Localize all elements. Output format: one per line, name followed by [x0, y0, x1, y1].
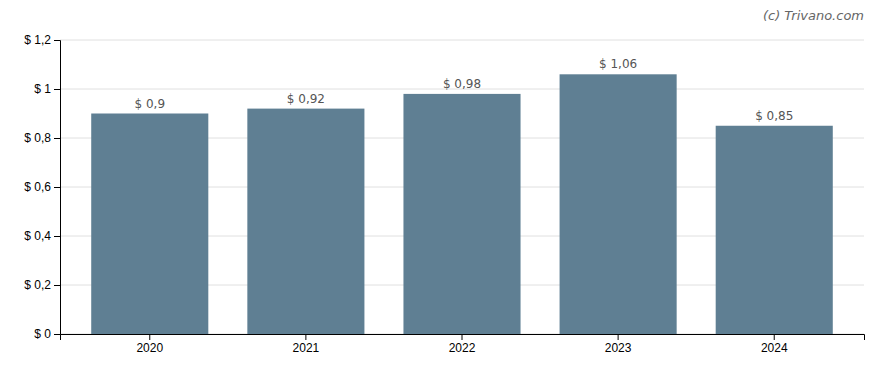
x-tick-mark	[149, 334, 150, 340]
data-label: $ 0,9	[134, 97, 165, 111]
y-tick-mark	[54, 334, 60, 335]
x-tick-label: 2022	[449, 341, 476, 355]
y-tick: $ 1,2	[24, 33, 60, 47]
y-tick-label: $ 0	[34, 327, 51, 341]
y-tick-mark	[54, 187, 60, 188]
x-tick-mark	[305, 334, 306, 340]
bar	[247, 109, 364, 334]
y-tick-label: $ 1	[34, 82, 51, 96]
x-tick: 2024	[761, 334, 788, 355]
data-label: $ 0,85	[755, 109, 793, 123]
y-tick-label: $ 0,2	[24, 278, 51, 292]
y-tick: $ 0,6	[24, 180, 60, 194]
annotation: (c) Trivano.com	[763, 8, 864, 23]
data-label: $ 1,06	[599, 57, 637, 71]
data-label: $ 0,98	[443, 77, 481, 91]
x-tick-mark	[618, 334, 619, 340]
y-tick: $ 0,2	[24, 278, 60, 292]
y-tick-label: $ 0,8	[24, 131, 51, 145]
plot: $ 0,9$ 0,92$ 0,98$ 1,06$ 0,85$ 0$ 0,2$ 0…	[24, 33, 864, 354]
x-tick: 2020	[136, 334, 163, 355]
x-axis-line	[61, 335, 865, 341]
x-tick-label: 2023	[605, 341, 632, 355]
y-tick-mark	[54, 89, 60, 90]
y-tick-label: $ 1,2	[24, 33, 51, 47]
x-tick-label: 2020	[136, 341, 163, 355]
y-tick: $ 1	[34, 82, 60, 96]
x-tick: 2022	[449, 334, 476, 355]
x-axis: 2020 2021 2022 2023 2024	[61, 334, 865, 355]
chart: $ 0,9$ 0,92$ 0,98$ 1,06$ 0,85$ 0$ 0,2$ 0…	[0, 0, 888, 370]
bar	[91, 114, 208, 335]
x-tick: 2023	[605, 334, 632, 355]
y-tick: $ 0	[34, 327, 60, 341]
y-tick: $ 0,4	[24, 229, 60, 243]
grid-line	[60, 40, 864, 41]
y-tick: $ 0,8	[24, 131, 60, 145]
x-tick-label: 2024	[761, 341, 788, 355]
bar	[560, 74, 677, 334]
y-tick-mark	[54, 40, 60, 41]
data-label: $ 0,92	[287, 92, 325, 106]
y-tick-label: $ 0,4	[24, 229, 51, 243]
bar	[716, 126, 833, 334]
y-tick-label: $ 0,6	[24, 180, 51, 194]
y-axis-line	[54, 41, 61, 335]
data-labels: $ 0,9 $ 0,92 $ 0,98 $ 1,06 $ 0,85	[134, 57, 793, 122]
x-tick: 2021	[293, 334, 320, 355]
y-tick-mark	[54, 138, 60, 139]
y-axis: $ 0 $ 0,2 $ 0,4 $ 0,6 $ 0,8 $ 1 $ 1,2	[24, 33, 60, 341]
grid	[60, 40, 864, 334]
x-tick-label: 2021	[293, 341, 320, 355]
x-tick-mark	[462, 334, 463, 340]
bars	[91, 74, 833, 334]
y-tick-mark	[54, 236, 60, 237]
y-tick-mark	[54, 285, 60, 286]
x-tick-mark	[774, 334, 775, 340]
bar	[403, 94, 520, 334]
